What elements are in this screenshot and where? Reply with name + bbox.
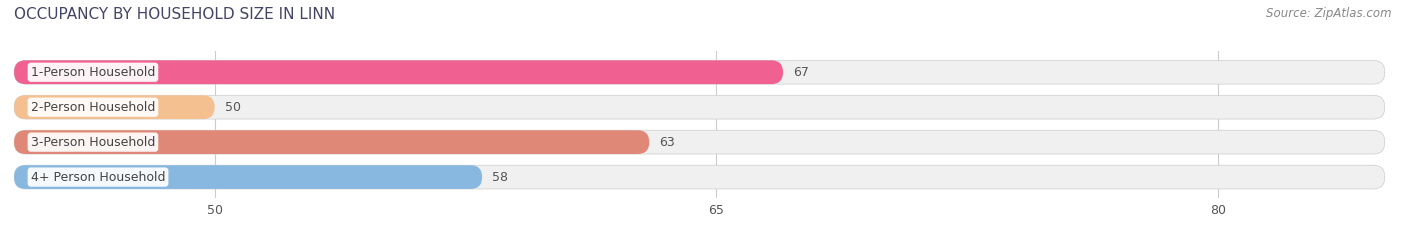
Text: 63: 63 — [659, 136, 675, 149]
FancyBboxPatch shape — [14, 130, 650, 154]
FancyBboxPatch shape — [14, 60, 783, 84]
Text: OCCUPANCY BY HOUSEHOLD SIZE IN LINN: OCCUPANCY BY HOUSEHOLD SIZE IN LINN — [14, 7, 335, 22]
Text: 67: 67 — [793, 66, 808, 79]
Text: 2-Person Household: 2-Person Household — [31, 101, 155, 114]
FancyBboxPatch shape — [14, 95, 215, 119]
FancyBboxPatch shape — [14, 95, 1385, 119]
Text: 4+ Person Household: 4+ Person Household — [31, 171, 166, 184]
FancyBboxPatch shape — [14, 130, 1385, 154]
FancyBboxPatch shape — [14, 165, 482, 189]
Text: 58: 58 — [492, 171, 508, 184]
Text: 1-Person Household: 1-Person Household — [31, 66, 155, 79]
Text: 50: 50 — [225, 101, 240, 114]
Text: Source: ZipAtlas.com: Source: ZipAtlas.com — [1267, 7, 1392, 20]
FancyBboxPatch shape — [14, 165, 1385, 189]
FancyBboxPatch shape — [14, 60, 1385, 84]
Text: 3-Person Household: 3-Person Household — [31, 136, 155, 149]
